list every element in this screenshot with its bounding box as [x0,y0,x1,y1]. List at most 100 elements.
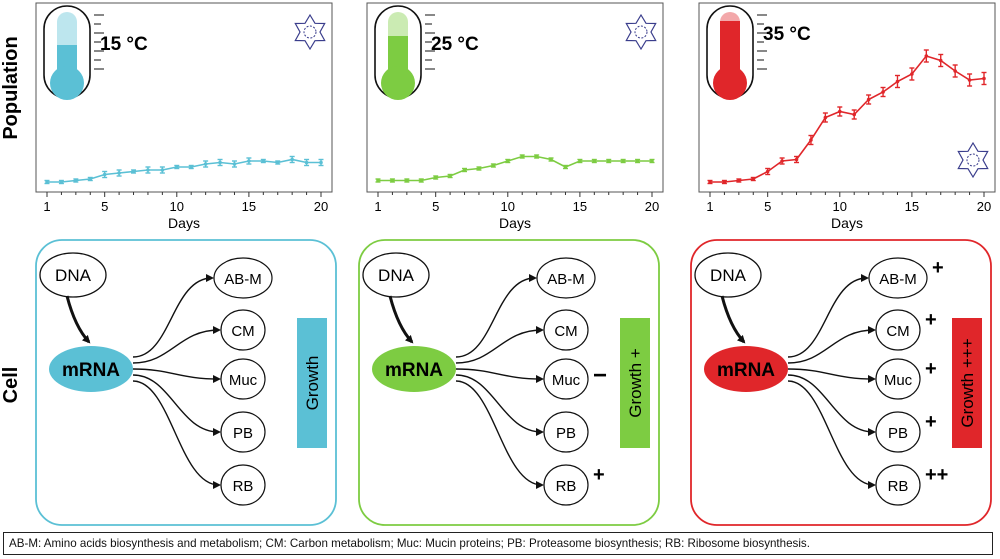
regulation-arrow [132,274,214,358]
data-point [117,171,121,175]
population-axis-label: Population [0,36,22,139]
regulation-arrow [455,374,544,436]
thermometer [43,5,104,100]
gene-label: AB-M [547,271,585,288]
data-point [765,169,770,174]
temperature-label: 35 °C [763,24,811,45]
data-point [809,138,813,142]
data-point [938,58,943,63]
x-tick-label: 1 [374,199,381,214]
data-point [722,180,727,184]
data-point [390,178,395,183]
growth-label: Growth + [626,348,645,418]
dna-node [39,252,107,298]
regulation-arrow [132,326,221,364]
gene-node-muc [875,358,921,400]
data-point [737,178,741,183]
growth-bar [297,318,327,448]
pathway-35c: DNA mRNA AB-M + CM + Muc + PB + RB ++ Growth +++ [690,239,992,526]
x-tick-label: 5 [101,199,108,214]
data-point [203,162,208,166]
data-point [837,109,842,114]
regulation-arrow [787,380,876,489]
data-point [491,163,496,168]
data-point [189,165,194,169]
data-point [910,72,914,76]
thermometer-bulb [381,66,415,100]
gene-node-pb [220,411,266,453]
data-point [967,78,972,82]
gene-label: AB-M [224,271,262,288]
thermometer-bulb [713,66,747,100]
gene-label: AB-M [879,271,917,288]
pathway-15c: DNA mRNA AB-M CM Muc PB RB Growth [35,239,337,526]
data-point [275,160,280,165]
gene-label: RB [556,478,577,495]
data-point [924,54,929,58]
gene-label: PB [233,425,253,442]
data-point [549,157,553,162]
data-point [261,159,266,163]
growth-label: Growth +++ [958,338,977,427]
temperature-label: 15 °C [100,34,148,55]
data-point [448,174,452,178]
x-tick-label: 10 [501,199,515,214]
dna-node [694,252,762,298]
gene-change-mark: + [593,464,605,486]
growth-bar [952,318,982,448]
regulation-arrow [787,368,876,383]
gene-label: RB [888,478,909,495]
x-axis-label: Days [499,215,531,231]
growth-bar [620,318,650,448]
gene-label: CM [554,323,577,340]
cell-nucleus [634,25,648,39]
data-point [780,159,784,163]
data-point [59,180,64,184]
gene-node-cm [543,309,589,351]
data-point [520,154,525,159]
data-point [852,112,857,117]
regulation-arrow [787,374,876,436]
mrna-label: mRNA [62,360,120,381]
data-point [74,178,78,183]
x-tick-label: 15 [242,199,256,214]
regulation-arrow [132,368,221,383]
data-point [650,159,654,163]
data-point [88,177,93,181]
cell-outline [625,13,657,51]
cell-boundary [690,239,992,526]
transcription-arrow [65,295,91,344]
gene-label: PB [556,425,576,442]
cell-boundary [35,239,337,526]
regulation-arrow [455,368,544,383]
mrna-node [49,346,133,392]
data-point [218,160,222,165]
transcription-arrow [720,295,746,344]
panel-35c: 35 °C 1 5 10 15 20 Days [698,2,996,231]
gene-node-ab-m [536,257,596,299]
thermometer [374,5,435,100]
dna-label: DNA [710,266,747,285]
x-tick-label: 1 [43,199,50,214]
x-tick-label: 15 [573,199,587,214]
line-series [44,155,324,185]
data-point [433,175,438,180]
gene-label: CM [231,323,254,340]
data-point [953,69,957,73]
gene-node-rb [543,464,589,506]
x-tick-label: 20 [645,199,659,214]
gene-label: Muc [229,372,258,389]
dna-label: DNA [55,266,92,285]
gene-label: RB [233,478,254,495]
panel-15c: 15 °C 1 5 10 15 20 Days [35,2,333,231]
x-tick-label: 1 [706,199,713,214]
regulation-arrow [455,274,537,358]
data-point [247,159,251,163]
data-point [405,178,409,183]
data-point [45,180,49,184]
thermometer [706,5,767,100]
cell-icon [957,141,989,179]
panel-25c: 25 °C 1 5 10 15 20 Days [366,2,664,231]
gene-change-mark: + [932,257,944,279]
